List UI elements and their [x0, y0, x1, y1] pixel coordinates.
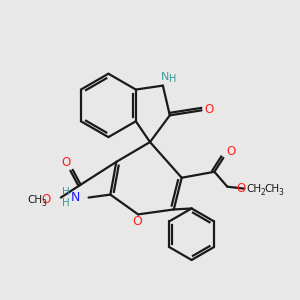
Text: 3: 3 [42, 199, 46, 208]
Text: CH: CH [264, 184, 279, 194]
Text: H: H [62, 199, 70, 208]
Text: N: N [161, 72, 169, 82]
Text: H: H [169, 74, 176, 84]
Text: 3: 3 [278, 188, 283, 197]
Text: O: O [41, 193, 51, 206]
Text: CH: CH [247, 184, 262, 194]
Text: N: N [71, 191, 80, 204]
Text: O: O [226, 146, 236, 158]
Text: O: O [236, 182, 246, 195]
Text: H: H [62, 187, 70, 196]
Text: CH: CH [28, 194, 43, 205]
Text: O: O [61, 156, 70, 170]
Text: 2: 2 [261, 188, 265, 197]
Text: O: O [132, 215, 142, 228]
Text: O: O [205, 103, 214, 116]
